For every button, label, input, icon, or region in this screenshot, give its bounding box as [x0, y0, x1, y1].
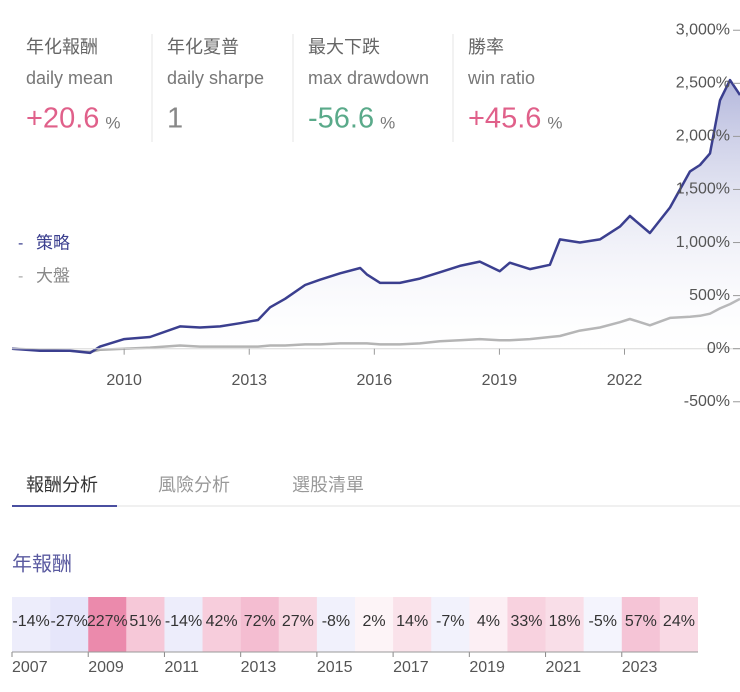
heatmap-value-label: 27%	[282, 613, 314, 630]
heatmap-year-label: 2019	[469, 659, 505, 676]
heatmap-value-label: -14%	[165, 613, 202, 630]
y-tick-label: -500%	[684, 393, 730, 410]
stat-value: -56.6	[308, 103, 374, 135]
y-tick-label: 1,500%	[676, 181, 730, 198]
heatmap-year-label: 2017	[393, 659, 429, 676]
heatmap-value-label: 18%	[549, 613, 581, 630]
stat-title: 最大下跌	[308, 37, 380, 57]
x-tick-label: 2010	[106, 372, 142, 389]
heatmap-cell	[621, 597, 660, 652]
y-tick-label: 0%	[707, 340, 730, 357]
legend-dash: -	[18, 235, 23, 252]
tab[interactable]: 報酬分析	[26, 475, 98, 495]
stat-value: 1	[167, 103, 183, 135]
heatmap-value-label: 51%	[129, 613, 161, 630]
legend-dash: -	[18, 268, 23, 285]
heatmap-value-label: -14%	[12, 613, 49, 630]
heatmap-cell	[355, 597, 394, 652]
y-tick-label: 3,000%	[676, 21, 730, 38]
stat-subtitle: max drawdown	[308, 68, 429, 88]
heatmap-year-label: 2009	[88, 659, 124, 676]
heatmap-cell	[88, 597, 127, 652]
heatmap-year-label: 2021	[546, 659, 582, 676]
y-tick-label: 500%	[689, 287, 730, 304]
heatmap-year-label: 2023	[622, 659, 658, 676]
heatmap-year-label: 2013	[241, 659, 277, 676]
y-tick-label: 1,000%	[676, 234, 730, 251]
stat-value: +20.6	[26, 103, 99, 135]
stat-title: 勝率	[468, 37, 504, 57]
heatmap-value-label: 24%	[663, 613, 695, 630]
heatmap-value-label: 42%	[206, 613, 238, 630]
area	[12, 80, 740, 353]
stat-subtitle: daily mean	[26, 68, 113, 88]
heatmap-cell	[202, 597, 241, 652]
stat-unit: %	[547, 113, 562, 132]
y-tick-label: 2,500%	[676, 75, 730, 92]
heatmap-cell	[469, 597, 508, 652]
stat-title: 年化夏普	[167, 37, 239, 57]
tab[interactable]: 選股清單	[292, 475, 364, 495]
heatmap-value-label: 57%	[625, 613, 657, 630]
heatmap-cell	[240, 597, 279, 652]
x-tick-label: 2019	[482, 372, 518, 389]
heatmap-cell	[583, 597, 622, 652]
heatmap-year-label: 2011	[164, 659, 199, 676]
stat-subtitle: daily sharpe	[167, 68, 264, 88]
heatmap-cell	[545, 597, 584, 652]
heatmap-year-label: 2015	[317, 659, 353, 676]
y-tick-label: 2,000%	[676, 128, 730, 145]
x-tick-label: 2016	[357, 372, 393, 389]
stat-unit: %	[105, 113, 120, 132]
heatmap-cell	[278, 597, 317, 652]
heatmap-value-label: -7%	[436, 613, 464, 630]
heatmap-value-label: 2%	[362, 613, 385, 630]
heatmap-value-label: 14%	[396, 613, 428, 630]
legend-label: 策略	[36, 233, 70, 252]
x-tick-label: 2013	[231, 372, 267, 389]
heatmap-year-label: 2007	[12, 659, 48, 676]
series-line	[11, 78, 740, 355]
legend-label: 大盤	[36, 266, 70, 285]
tab[interactable]: 風險分析	[158, 475, 230, 495]
heatmap-value-label: 33%	[510, 613, 542, 630]
stat-subtitle: win ratio	[467, 68, 535, 88]
heatmap-value-label: -8%	[322, 613, 350, 630]
heatmap-cell	[126, 597, 165, 652]
heatmap-value-label: 227%	[87, 613, 128, 630]
heatmap-cell	[12, 597, 51, 652]
heatmap-cell	[659, 597, 698, 652]
stat-title: 年化報酬	[26, 37, 98, 57]
heatmap-cell	[507, 597, 546, 652]
stat-unit: %	[380, 113, 395, 132]
stat-value: +45.6	[468, 103, 541, 135]
heatmap-cell	[393, 597, 432, 652]
heatmap-value-label: 72%	[244, 613, 276, 630]
x-tick-label: 2022	[607, 372, 643, 389]
heatmap-cell	[431, 597, 470, 652]
heatmap-cell	[164, 597, 203, 652]
heatmap-title: 年報酬	[12, 552, 72, 575]
heatmap-value-label: -5%	[588, 613, 616, 630]
heatmap-value-label: -27%	[50, 613, 87, 630]
line-chart: 3,000% 2,500% 2,000% 1,500% 1,000% 500% 0% -500…	[11, 21, 740, 410]
heatmap-value-label: 4%	[477, 613, 500, 630]
heatmap-cell	[316, 597, 355, 652]
heatmap-cell	[50, 597, 89, 652]
